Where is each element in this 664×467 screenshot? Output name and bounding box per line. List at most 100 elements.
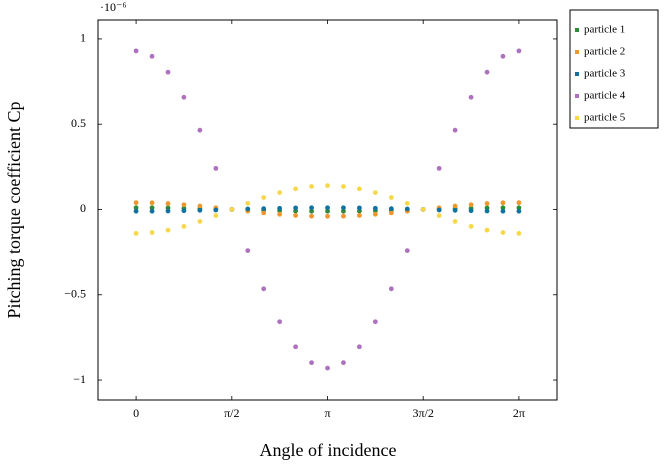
legend-swatch [575,28,579,32]
point [404,206,410,212]
point [516,230,522,236]
point [325,213,330,219]
x-tick-label: π/2 [224,406,239,420]
point [133,208,139,214]
point [500,53,506,59]
point [309,360,314,366]
point [500,200,506,206]
legend-swatch [575,116,579,120]
legend-label: particle 2 [584,46,625,58]
point [133,200,139,206]
y-multiplier: ·10⁻⁶ [100,0,127,14]
point [309,213,314,219]
point [277,205,283,211]
point [468,223,474,229]
legend-label: particle 3 [584,68,626,80]
point [516,208,522,214]
point [436,165,442,171]
point [149,230,155,235]
point [133,48,139,54]
x-axis-label: Angle of incidence [260,440,397,460]
x-tick-label: 2π [513,406,525,420]
point [165,69,171,75]
point [356,186,362,192]
point [133,230,139,236]
point [372,211,378,217]
point [436,207,442,213]
point [197,127,203,133]
point [181,94,187,100]
point [372,205,378,211]
point [372,319,378,325]
legend-label: particle 5 [584,112,626,124]
point [181,223,187,229]
point [452,127,458,133]
point [404,200,410,206]
legend-frame [569,9,659,129]
legend-label: particle 4 [584,90,626,102]
point [293,213,299,218]
point [309,184,314,189]
point [181,202,187,208]
point [277,319,283,325]
point [197,219,203,224]
point [500,230,506,235]
point [261,286,267,292]
point [356,205,362,211]
point [181,208,187,214]
point [516,205,522,211]
point [309,208,314,214]
point [149,205,155,211]
point [325,208,330,214]
point [484,227,490,233]
y-tick-label: −1 [73,372,86,386]
point [516,48,522,54]
point [388,206,394,212]
point [165,208,171,214]
point [245,200,251,206]
x-tick-label: 0 [133,406,139,420]
y-tick-label: 0 [80,201,86,215]
point [452,203,458,209]
point [133,205,139,211]
point [277,190,283,196]
point [388,195,394,200]
legend-swatch [575,72,579,76]
legend-swatch [575,50,579,54]
y-axis-label: Pitching torque coefficient Cp [4,101,24,318]
point [293,344,299,350]
point [452,219,458,224]
point [436,213,442,219]
point [484,69,490,75]
point [165,201,171,206]
point [484,201,490,206]
point [261,206,267,212]
legend-label: particle 1 [584,24,625,36]
point [325,183,330,189]
y-tick-label: 1 [80,31,86,45]
y-tick-label: −0.5 [64,287,86,301]
point [261,195,267,200]
point [149,53,155,59]
point [213,207,219,213]
point [404,248,410,253]
legend-swatch [575,94,579,98]
point [484,208,490,214]
point [341,360,346,366]
point [516,200,522,206]
point [341,213,346,219]
point [245,206,251,212]
point [213,213,219,219]
point [388,210,394,216]
point [149,208,155,214]
point [372,190,378,196]
point [468,94,474,100]
point [388,286,394,292]
point [149,200,155,206]
point [325,365,330,371]
point [245,248,251,253]
y-tick-label: 0.5 [71,116,86,130]
point [500,208,506,214]
point [452,207,458,213]
